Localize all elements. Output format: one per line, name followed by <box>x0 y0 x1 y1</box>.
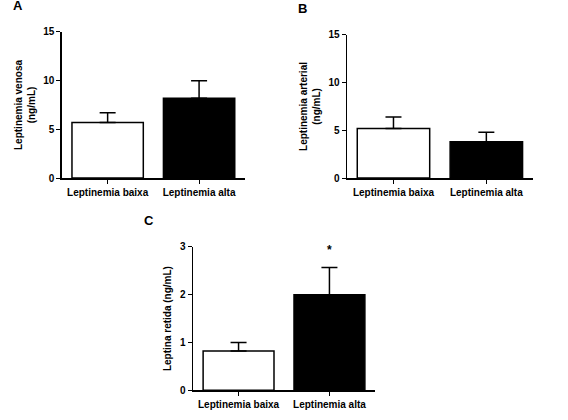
svg-text:0: 0 <box>334 173 340 184</box>
svg-text:Leptinemia alta: Leptinemia alta <box>293 399 366 410</box>
svg-text:5: 5 <box>334 125 340 136</box>
svg-text:Leptinemia venosa(ng/mL): Leptinemia venosa(ng/mL) <box>13 60 37 150</box>
svg-text:*: * <box>327 243 332 257</box>
svg-text:0: 0 <box>180 385 186 396</box>
svg-text:Leptinemia baixa: Leptinemia baixa <box>67 187 149 198</box>
svg-text:Leptinemia alta: Leptinemia alta <box>450 187 523 198</box>
svg-text:1: 1 <box>180 337 186 348</box>
svg-text:Leptinemia baixa: Leptinemia baixa <box>198 399 280 410</box>
svg-text:15: 15 <box>43 26 55 37</box>
svg-text:2: 2 <box>180 289 186 300</box>
svg-text:10: 10 <box>328 77 340 88</box>
svg-text:10: 10 <box>43 75 55 86</box>
svg-text:Leptinemia alta: Leptinemia alta <box>163 187 236 198</box>
svg-text:Leptinemia arterial(ng/mL): Leptinemia arterial(ng/mL) <box>298 62 322 151</box>
svg-text:Leptinemia baixa: Leptinemia baixa <box>353 187 435 198</box>
svg-text:5: 5 <box>49 124 55 135</box>
svg-text:B: B <box>298 1 307 16</box>
svg-text:A: A <box>13 0 23 13</box>
svg-text:15: 15 <box>328 29 340 40</box>
svg-text:C: C <box>144 213 154 228</box>
svg-text:3: 3 <box>180 241 186 252</box>
svg-text:0: 0 <box>49 173 55 184</box>
svg-text:Leptina retida (ng/mL): Leptina retida (ng/mL) <box>162 266 173 371</box>
